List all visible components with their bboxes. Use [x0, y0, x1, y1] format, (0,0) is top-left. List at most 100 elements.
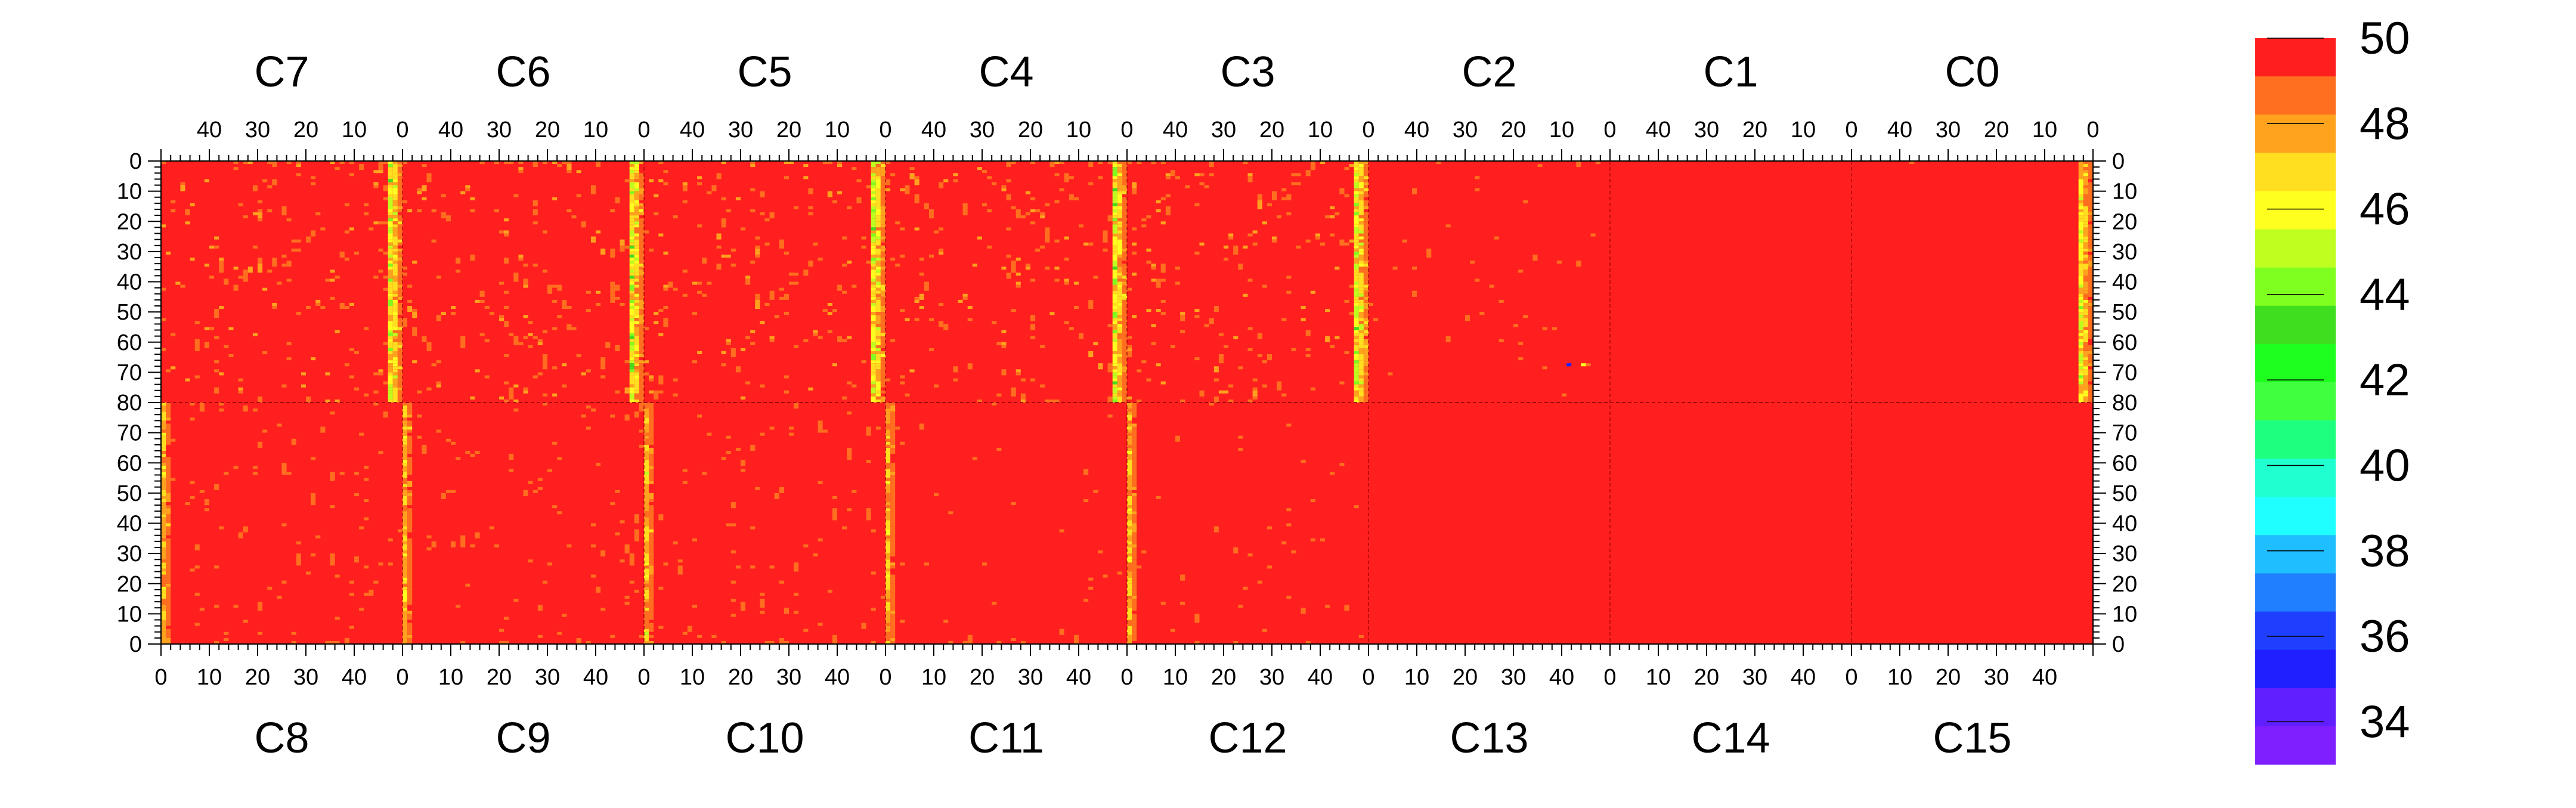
heatmap-cell: [803, 176, 809, 179]
heatmap-cell: [1160, 602, 1166, 605]
x-tick-label-top: 20: [1259, 117, 1284, 143]
heatmap-cell: [161, 429, 166, 433]
heatmap-cell: [871, 287, 876, 291]
heatmap-cell: [2078, 258, 2083, 261]
heatmap-cell: [509, 390, 514, 394]
heatmap-cell: [842, 339, 847, 342]
heatmap-cell: [1238, 605, 1243, 608]
heatmap-cell: [1354, 351, 1359, 354]
heatmap-cell: [1040, 212, 1045, 216]
heatmap-cell: [1127, 466, 1132, 475]
heatmap-cell: [764, 302, 770, 306]
heatmap-cell: [1127, 161, 1132, 165]
heatmap-cell: [2078, 251, 2083, 255]
heatmap-cell: [1354, 384, 1359, 388]
heatmap-cell: [335, 330, 340, 333]
heatmap-cell: [663, 182, 668, 185]
heatmap-cell: [871, 312, 876, 315]
heatmap-cell: [880, 224, 886, 228]
heatmap-cell: [900, 562, 905, 566]
heatmap-cell: [634, 261, 639, 264]
heatmap-cell: [586, 405, 591, 409]
heatmap-cell: [1112, 176, 1117, 179]
heatmap-cell: [388, 200, 393, 203]
heatmap-cell: [1073, 634, 1079, 638]
heatmap-cell: [161, 499, 166, 503]
heatmap-cell: [769, 212, 775, 219]
heatmap-cell: [827, 191, 832, 197]
y-tick-label-left: 60: [117, 330, 142, 355]
heatmap-cell: [654, 212, 659, 216]
heatmap-cell: [1156, 309, 1161, 312]
heatmap-cell: [383, 275, 388, 279]
heatmap-cell: [296, 161, 301, 165]
heatmap-cell: [1301, 608, 1306, 611]
heatmap-cell: [1137, 369, 1142, 373]
x-tick-label-top: 30: [728, 117, 753, 143]
heatmap-cell: [233, 605, 239, 608]
heatmap-cell: [402, 505, 408, 509]
heatmap-cell: [905, 188, 910, 194]
heatmap-cell: [1045, 203, 1050, 206]
heatmap-cell: [1180, 399, 1185, 403]
panel-c9: [402, 403, 644, 645]
x-tick-label-top: 0: [1362, 117, 1374, 143]
heatmap-cell: [886, 577, 891, 590]
heatmap-cell: [673, 215, 678, 219]
heatmap-cell: [1358, 245, 1364, 249]
heatmap-cell: [388, 339, 393, 342]
heatmap-cell: [2088, 248, 2093, 252]
heatmap-cell: [2088, 302, 2093, 306]
heatmap-cell: [1117, 167, 1122, 171]
heatmap-cell: [610, 502, 615, 506]
heatmap-cell: [1122, 191, 1127, 194]
heatmap-cell: [1315, 236, 1320, 240]
heatmap-cell: [1363, 221, 1368, 228]
heatmap-cell: [842, 526, 847, 530]
heatmap-cell: [634, 324, 639, 327]
heatmap-cell: [1358, 309, 1364, 312]
heatmap-cell: [760, 384, 765, 388]
heatmap-cell: [755, 245, 760, 249]
x-tick-label-top: 0: [1845, 117, 1857, 143]
heatmap-cell: [837, 191, 843, 194]
heatmap-cell: [1025, 264, 1030, 267]
heatmap-cell: [1001, 342, 1007, 345]
heatmap-cell: [634, 535, 639, 538]
heatmap-cell: [629, 267, 634, 270]
heatmap-cell: [1354, 318, 1359, 327]
heatmap-cell: [741, 469, 746, 472]
heatmap-cell: [2083, 209, 2088, 216]
heatmap-cell: [392, 224, 398, 228]
heatmap-cell: [571, 215, 577, 219]
heatmap-cell: [644, 514, 649, 518]
heatmap-cell: [479, 333, 485, 336]
heatmap-cell: [470, 254, 475, 261]
heatmap-cell: [1093, 490, 1098, 493]
heatmap-cell: [392, 261, 398, 264]
heatmap-cell: [886, 589, 891, 599]
heatmap-cell: [1122, 170, 1127, 185]
heatmap-cell: [726, 339, 731, 342]
heatmap-cell: [1354, 215, 1359, 225]
heatmap-cell: [392, 188, 398, 191]
heatmap-cell: [161, 502, 166, 506]
heatmap-cell: [755, 248, 760, 252]
heatmap-cell: [1354, 505, 1359, 509]
heatmap-cell: [1117, 324, 1122, 327]
heatmap-cell: [1117, 321, 1122, 324]
heatmap-cell: [987, 245, 992, 249]
heatmap-cell: [407, 420, 413, 424]
heatmap-cell: [1011, 309, 1016, 312]
heatmap-cell: [794, 592, 799, 596]
heatmap-cell: [392, 164, 398, 174]
heatmap-cell: [373, 170, 379, 174]
heatmap-cell: [1127, 634, 1132, 644]
heatmap-cell: [388, 212, 393, 216]
heatmap-cell: [1156, 200, 1161, 203]
heatmap-cell: [890, 535, 896, 554]
heatmap-cell: [378, 161, 383, 171]
heatmap-cell: [886, 631, 891, 635]
heatmap-cell: [2088, 396, 2093, 403]
heatmap-cell: [402, 634, 408, 644]
